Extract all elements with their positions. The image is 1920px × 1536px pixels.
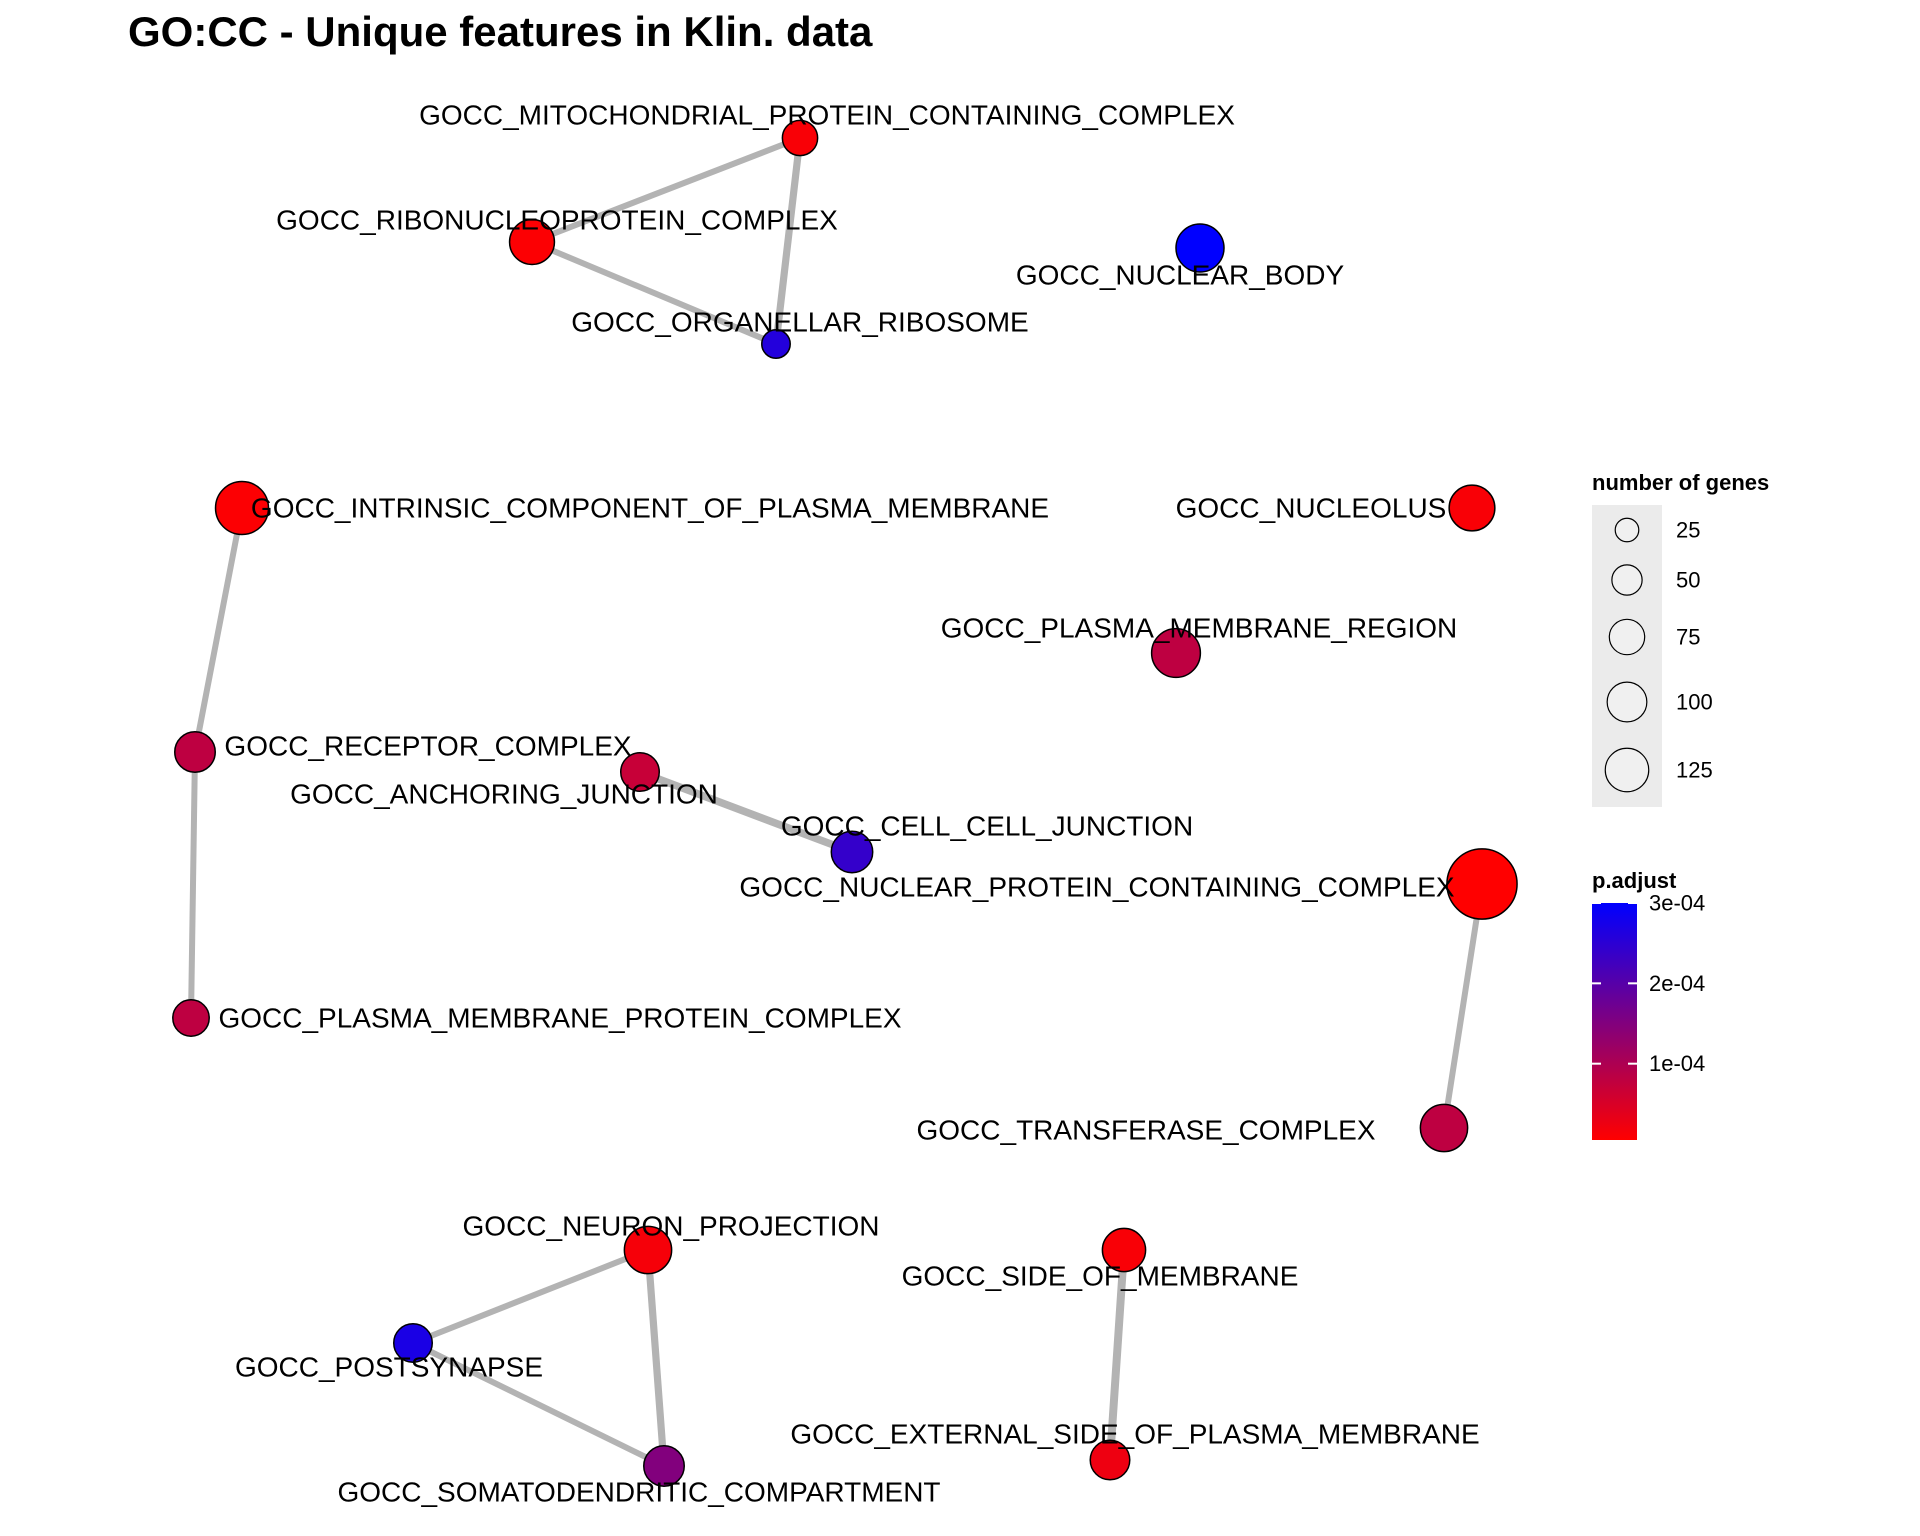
node-ribo <box>508 218 556 266</box>
node-mito <box>781 119 819 157</box>
node-nucbody <box>1175 223 1225 273</box>
color-legend-label: 3e-04 <box>1649 891 1705 916</box>
node-pmprotein <box>172 999 210 1037</box>
node-somato <box>643 1445 685 1487</box>
edge-mito-ribo <box>529 135 803 245</box>
node-label-nucbody: GOCC_NUCLEAR_BODY <box>1016 260 1345 291</box>
node-external <box>1089 1439 1131 1481</box>
edge-postsyn-somato <box>410 1340 667 1469</box>
node-label-nuclear: GOCC_NUCLEAR_PROTEIN_CONTAINING_COMPLEX <box>739 872 1455 903</box>
size-legend-key-75 <box>1608 618 1646 656</box>
size-legend-label: 25 <box>1676 518 1700 543</box>
node-nucleolus <box>1448 484 1496 532</box>
node-label-side: GOCC_SIDE_OF_MEMBRANE <box>902 1261 1299 1292</box>
size-legend-label: 50 <box>1676 568 1700 593</box>
color-legend-bar <box>1592 903 1637 1140</box>
node-anchoring <box>619 751 661 793</box>
node-pmregion <box>1150 627 1202 679</box>
color-legend-label: 2e-04 <box>1649 971 1705 996</box>
node-label-ribo: GOCC_RIBONUCLEOPROTEIN_COMPLEX <box>276 205 838 236</box>
node-label-pmprotein: GOCC_PLASMA_MEMBRANE_PROTEIN_COMPLEX <box>218 1003 901 1034</box>
node-label-anchoring: GOCC_ANCHORING_JUNCTION <box>290 779 718 810</box>
node-layer <box>172 119 1518 1487</box>
size-legend-key-25 <box>1614 517 1640 543</box>
size-legend-label: 75 <box>1676 625 1700 650</box>
edge-receptor-pmprotein <box>188 749 198 1021</box>
size-legend-key-125 <box>1604 747 1650 793</box>
color-legend-label: 1e-04 <box>1649 1051 1705 1076</box>
node-organ <box>761 329 791 359</box>
node-label-neuron: GOCC_NEURON_PROJECTION <box>463 1211 880 1242</box>
node-cellcell <box>830 830 874 874</box>
node-intrinsic <box>214 480 270 536</box>
node-label-transferase: GOCC_TRANSFERASE_COMPLEX <box>917 1115 1376 1146</box>
node-receptor <box>174 731 216 773</box>
node-label-somato: GOCC_SOMATODENDRITIC_COMPARTMENT <box>337 1477 940 1508</box>
edge-side-external <box>1106 1246 1128 1464</box>
node-neuron <box>623 1225 673 1275</box>
node-label-nucleolus: GOCC_NUCLEOLUS <box>1176 493 1447 524</box>
edge-neuron-postsyn <box>410 1247 651 1346</box>
node-transferase <box>1419 1103 1469 1153</box>
node-nuclear <box>1446 848 1518 920</box>
node-label-organ: GOCC_ORGANELLAR_RIBOSOME <box>571 307 1028 338</box>
node-label-external: GOCC_EXTERNAL_SIDE_OF_PLASMA_MEMBRANE <box>790 1419 1479 1450</box>
edge-nuclear-transferase <box>1441 881 1485 1131</box>
edge-mito-organ <box>772 134 804 348</box>
color-legend: p.adjust 1e-04 2e-04 3e-04 <box>1592 868 1705 1140</box>
size-legend-key-100 <box>1606 681 1648 723</box>
edge-anchoring-cellcell <box>636 768 856 856</box>
edge-layer <box>188 134 1485 1470</box>
size-legend-key-50 <box>1611 564 1643 596</box>
plot-title: GO:CC - Unique features in Klin. data <box>128 8 873 55</box>
size-legend-label: 100 <box>1676 690 1713 715</box>
node-label-mito: GOCC_MITOCHONDRIAL_PROTEIN_CONTAINING_CO… <box>419 100 1235 131</box>
size-legend-label: 125 <box>1676 758 1713 783</box>
edge-ribo-organ <box>529 239 779 347</box>
node-label-intrinsic: GOCC_INTRINSIC_COMPONENT_OF_PLASMA_MEMBR… <box>251 493 1049 524</box>
size-legend: number of genes 25 50 75 100 125 <box>1592 470 1769 807</box>
node-label-postsyn: GOCC_POSTSYNAPSE <box>235 1352 543 1383</box>
color-legend-title: p.adjust <box>1592 868 1677 893</box>
node-label-pmregion: GOCC_PLASMA_MEMBRANE_REGION <box>941 613 1458 644</box>
label-layer: GOCC_MITOCHONDRIAL_PROTEIN_CONTAINING_CO… <box>218 100 1479 1508</box>
size-legend-title: number of genes <box>1592 470 1769 495</box>
edge-neuron-somato <box>644 1246 668 1470</box>
node-side <box>1101 1227 1147 1273</box>
node-label-receptor: GOCC_RECEPTOR_COMPLEX <box>224 731 631 762</box>
edge-intrinsic-receptor <box>192 505 245 755</box>
node-postsyn <box>392 1322 434 1364</box>
node-label-cellcell: GOCC_CELL_CELL_JUNCTION <box>781 811 1193 842</box>
